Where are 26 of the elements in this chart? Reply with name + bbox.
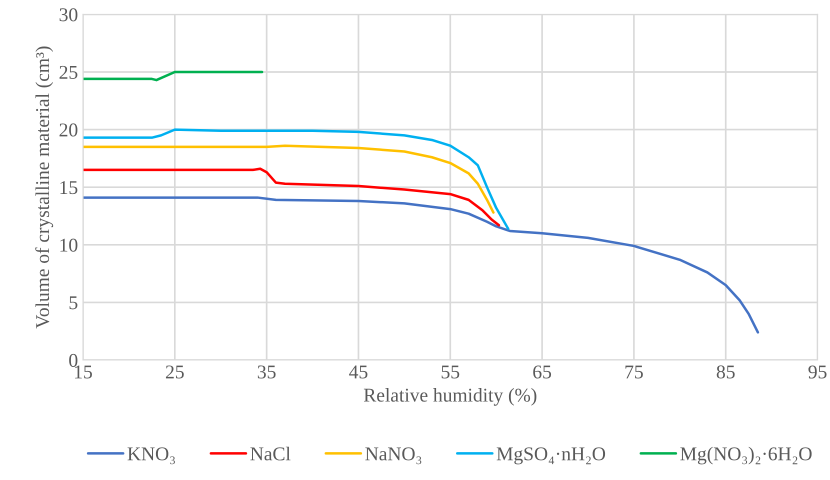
line-series bbox=[83, 128, 510, 230]
x-tick-label: 55 bbox=[442, 366, 460, 379]
line-series bbox=[83, 168, 500, 226]
x-tick-label: 65 bbox=[533, 365, 552, 379]
y-tick-label: 25 bbox=[60, 66, 78, 79]
legend-label: Mg(NO₃)₂·6H₂O bbox=[680, 446, 812, 464]
line-series bbox=[83, 196, 760, 334]
y-tick-label: 10 bbox=[60, 238, 78, 252]
legend-label: KNO₃ bbox=[128, 447, 175, 464]
y-tick-label: 0 bbox=[69, 354, 78, 367]
line-series bbox=[83, 144, 495, 214]
x-tick-label: 25 bbox=[166, 365, 184, 379]
x-tick-label: 35 bbox=[258, 365, 276, 379]
x-axis-title: Relative humidity (%) bbox=[364, 388, 536, 406]
legend-label: MgSO₄·nH₂O bbox=[496, 447, 606, 464]
y-tick-label: 30 bbox=[60, 8, 78, 22]
x-tick-label: 75 bbox=[625, 366, 643, 379]
x-tick-label: 45 bbox=[349, 366, 368, 379]
x-tick-label: 95 bbox=[808, 365, 827, 379]
y-tick-label: 15 bbox=[60, 181, 78, 194]
y-tick-label: 20 bbox=[60, 123, 78, 137]
x-tick-label: 85 bbox=[716, 365, 735, 379]
legend-label: NaCl bbox=[250, 446, 290, 460]
y-tick-label: 5 bbox=[70, 296, 78, 310]
y-axis-title: Volume of crystalline material (cm³) bbox=[35, 46, 54, 328]
legend-label: NaNO₃ bbox=[365, 447, 422, 464]
